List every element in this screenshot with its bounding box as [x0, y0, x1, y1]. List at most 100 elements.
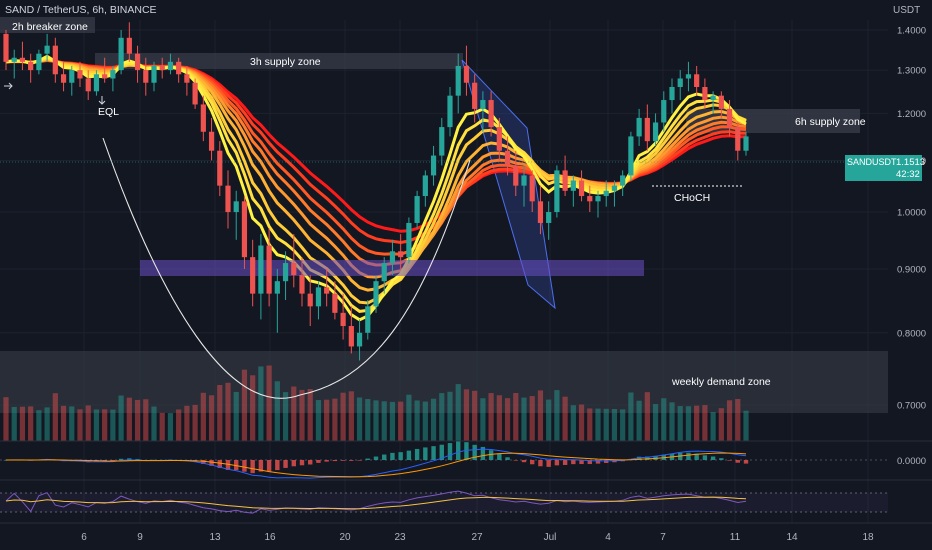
candle-body	[324, 287, 330, 294]
volume-bar	[389, 401, 396, 441]
volume-bar	[504, 398, 511, 441]
macd-histogram-bar	[349, 460, 354, 461]
candle-body	[241, 201, 248, 258]
candle-body	[652, 122, 659, 142]
currency-label: USDT	[893, 5, 920, 16]
candle-body	[110, 70, 116, 79]
candle-body	[430, 155, 437, 176]
supply-zone-3h	[95, 53, 463, 69]
candle-body	[694, 74, 700, 88]
candle-body	[480, 100, 486, 109]
candle-body	[159, 65, 165, 71]
candle-body	[628, 136, 634, 176]
volume-bar	[398, 401, 404, 441]
falling-wedge	[461, 59, 556, 310]
candle-body	[274, 281, 280, 294]
macd-histogram-bar	[587, 460, 592, 465]
eql-label: EQL	[98, 106, 119, 118]
candle-body	[258, 245, 264, 294]
candle-body	[661, 100, 667, 123]
date-tick-label: 18	[862, 532, 874, 543]
candle-body	[496, 127, 502, 151]
macd-histogram-bar	[398, 452, 403, 460]
candle-body	[389, 251, 396, 264]
candle-body	[85, 78, 91, 92]
arrow-icon	[4, 82, 13, 90]
macd-histogram-bar	[135, 458, 140, 460]
candle-body	[332, 293, 338, 313]
macd-histogram-bar	[686, 452, 691, 460]
volume-bar	[77, 409, 83, 441]
candle-body	[439, 127, 445, 156]
volume-bar	[628, 392, 634, 441]
macd-histogram-bar	[702, 455, 708, 460]
volume-bar	[176, 409, 182, 441]
price-tick-label: 0.7000	[897, 401, 926, 412]
date-axis[interactable]: 6 9 13 16 20 23 27 Jul 4 7 11 14 18	[81, 532, 874, 543]
macd-histogram-bar	[546, 460, 551, 467]
candle-body	[348, 326, 354, 347]
volume-bar	[726, 400, 733, 441]
volume-bar	[620, 409, 626, 441]
macd-histogram-bar	[291, 460, 296, 467]
volume-bar	[373, 400, 379, 441]
macd-histogram-bar	[258, 460, 264, 472]
candle-body	[200, 104, 206, 132]
volume-bar	[3, 397, 9, 441]
macd-histogram-bar	[488, 450, 494, 460]
volume-bar	[233, 391, 239, 441]
macd-signal-line	[6, 452, 747, 478]
volume-bar	[546, 399, 552, 441]
macd-histogram-bar	[332, 460, 338, 462]
volume-bar	[710, 412, 716, 441]
macd-histogram-bar	[505, 457, 510, 460]
macd-histogram-bar	[447, 443, 453, 460]
candle-body	[208, 131, 215, 151]
candle-body	[578, 180, 585, 197]
volume-bar	[406, 394, 412, 441]
choch-label: CHoCH	[674, 192, 710, 204]
candle-body	[356, 332, 363, 347]
volume-bar	[159, 412, 165, 441]
volume-bar	[274, 381, 280, 441]
volume-bar	[694, 405, 700, 441]
volume-bar	[225, 382, 231, 441]
macd-histogram-bar	[250, 460, 255, 474]
date-tick-label: Jul	[544, 532, 557, 543]
candle-body	[636, 117, 642, 137]
chart-symbol-title[interactable]: SAND / TetherUS, 6h, BINANCE	[5, 4, 157, 16]
volume-bar	[513, 393, 519, 441]
candle-body	[488, 100, 494, 128]
candle-body	[685, 74, 692, 79]
rsi-band	[0, 493, 888, 512]
macd-histogram-bar	[275, 460, 280, 471]
volume-bar	[241, 369, 248, 441]
arrow-icon	[98, 96, 106, 105]
candle-body	[726, 108, 733, 128]
volume-bar	[299, 389, 305, 441]
candle-body	[315, 287, 322, 307]
price-tag-bg	[845, 155, 888, 181]
volume-bar	[570, 405, 576, 441]
volume-bar	[307, 389, 313, 441]
candle-body	[69, 70, 75, 83]
macd-histogram-bar	[743, 460, 749, 464]
candle-body	[472, 82, 478, 109]
candle-body	[307, 293, 313, 307]
demand-zone-label: weekly demand zone	[671, 376, 771, 388]
macd-histogram-bar	[365, 458, 370, 460]
volume-bar	[324, 399, 330, 441]
volume-bar	[652, 404, 659, 441]
candle-body	[537, 201, 544, 223]
candle-body	[702, 87, 708, 101]
macd-histogram-bar	[472, 444, 477, 460]
volume-bar	[332, 398, 338, 441]
candle-body	[28, 61, 34, 71]
macd-histogram-bar	[645, 456, 650, 460]
candle-body	[529, 175, 535, 202]
volume-bar	[463, 389, 470, 441]
volume-bar	[365, 399, 371, 441]
volume-bar	[28, 406, 34, 441]
candle-body	[3, 33, 9, 62]
